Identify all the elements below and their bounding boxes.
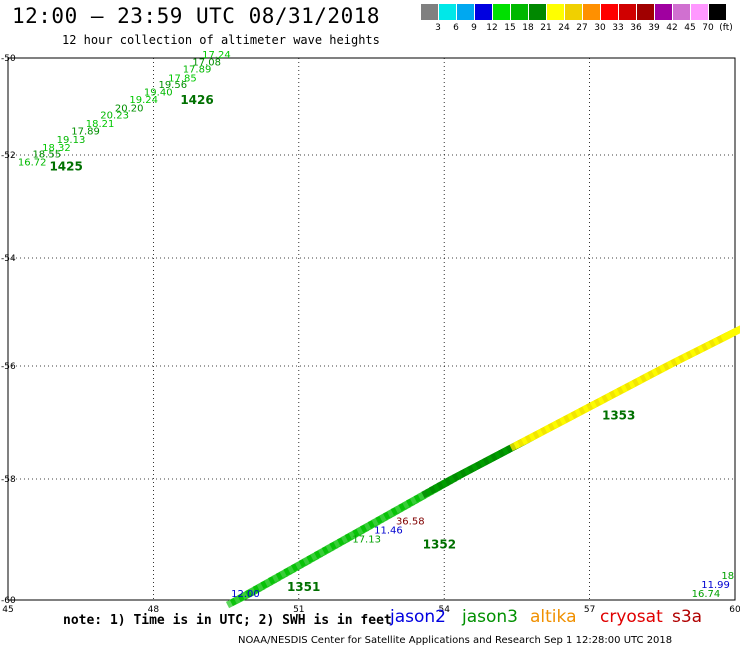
credit-line: NOAA/NESDIS Center for Satellite Applica…: [238, 635, 673, 646]
edge-value: 18: [721, 571, 734, 582]
data-point: 18.55: [32, 150, 61, 161]
data-point: 20.23: [100, 111, 129, 122]
legend-jason3: jason3: [462, 607, 518, 627]
track-value: 12.00: [231, 589, 260, 600]
data-point: 17.89: [71, 127, 100, 138]
x-tick-label: 48: [148, 605, 160, 615]
time-label: 1351: [287, 580, 320, 594]
scale-swatch: [619, 4, 636, 20]
y-tick-label: -52: [1, 151, 16, 161]
y-tick-label: -60: [1, 596, 16, 606]
scale-label: 27: [576, 23, 588, 33]
scale-label: 6: [453, 23, 459, 33]
scale-swatch: [565, 4, 582, 20]
scale-label: 21: [540, 23, 552, 33]
y-tick-label: -50: [1, 54, 16, 64]
data-point: 17.08: [192, 57, 221, 68]
scale-label: 70: [702, 23, 714, 33]
data-point: 17.89: [183, 65, 212, 76]
scale-label: (ft): [719, 23, 733, 33]
scale-label: 45: [684, 23, 696, 33]
scale-label: 3: [435, 23, 441, 33]
y-tick-label: -54: [1, 254, 16, 264]
legend-altika: altika: [530, 607, 577, 627]
scale-swatch: [673, 4, 690, 20]
track-value: 11.46: [374, 525, 403, 536]
track-value: 17.13: [352, 535, 381, 546]
edge-value: 16.74: [692, 589, 721, 600]
time-label: 1425: [49, 159, 82, 173]
x-tick-label: 54: [438, 605, 450, 615]
scale-label: 15: [504, 23, 516, 33]
track-value: 36.58: [396, 516, 425, 527]
legend-s3a: s3a: [672, 607, 703, 627]
scale-swatch: [421, 4, 438, 20]
scale-label: 42: [666, 23, 678, 33]
x-tick-label: 45: [2, 605, 13, 615]
data-point: 18.21: [86, 119, 115, 130]
scale-swatch: [655, 4, 672, 20]
data-point: 17.24: [202, 50, 231, 61]
x-tick-label: 51: [293, 605, 304, 615]
footer-note: note: 1) Time is in UTC; 2) SWH is in fe…: [63, 613, 392, 628]
scale-swatch: [547, 4, 564, 20]
legend-jason2: jason2: [390, 607, 446, 627]
data-point: 19.56: [158, 80, 187, 91]
x-tick-label: 60: [729, 605, 740, 615]
chart-title: 12:00 – 23:59 UTC 08/31/2018: [12, 4, 381, 28]
scale-swatch: [475, 4, 492, 20]
y-tick-label: -58: [1, 475, 16, 485]
data-point: 16.72: [18, 157, 47, 168]
x-tick-label: 57: [584, 605, 595, 615]
data-point: 19.13: [57, 135, 86, 146]
chart-subtitle: 12 hour collection of altimeter wave hei…: [62, 33, 380, 47]
time-label: 1353: [602, 409, 635, 423]
time-label: 1352: [423, 538, 456, 552]
scale-label: 18: [522, 23, 534, 33]
data-point: 19.24: [129, 95, 158, 106]
scale-swatch: [691, 4, 708, 20]
data-point: 19.40: [144, 87, 173, 98]
edge-value: 11.99: [701, 580, 730, 591]
data-point: 18.32: [42, 143, 71, 154]
scale-swatch: [529, 4, 546, 20]
track-mark: [720, 322, 740, 342]
scale-label: 33: [612, 23, 624, 33]
time-label: 1426: [180, 93, 213, 107]
scale-label: 12: [486, 23, 498, 33]
scale-swatch: [493, 4, 510, 20]
scale-label: 30: [594, 23, 606, 33]
scale-label: 24: [558, 23, 570, 33]
scale-swatch: [637, 4, 654, 20]
scale-swatch: [439, 4, 456, 20]
scale-label: 9: [471, 23, 477, 33]
scale-swatch: [511, 4, 528, 20]
y-tick-label: -56: [1, 362, 16, 372]
scale-swatch: [457, 4, 474, 20]
plot-frame: [7, 57, 736, 601]
scale-swatch: [601, 4, 618, 20]
scale-label: 39: [648, 23, 660, 33]
scale-label: 36: [630, 23, 642, 33]
legend-cryosat: cryosat: [600, 607, 663, 627]
scale-swatch: [709, 4, 726, 20]
data-point: 20.20: [115, 103, 144, 114]
data-point: 17.85: [168, 73, 197, 84]
scale-swatch: [583, 4, 600, 20]
